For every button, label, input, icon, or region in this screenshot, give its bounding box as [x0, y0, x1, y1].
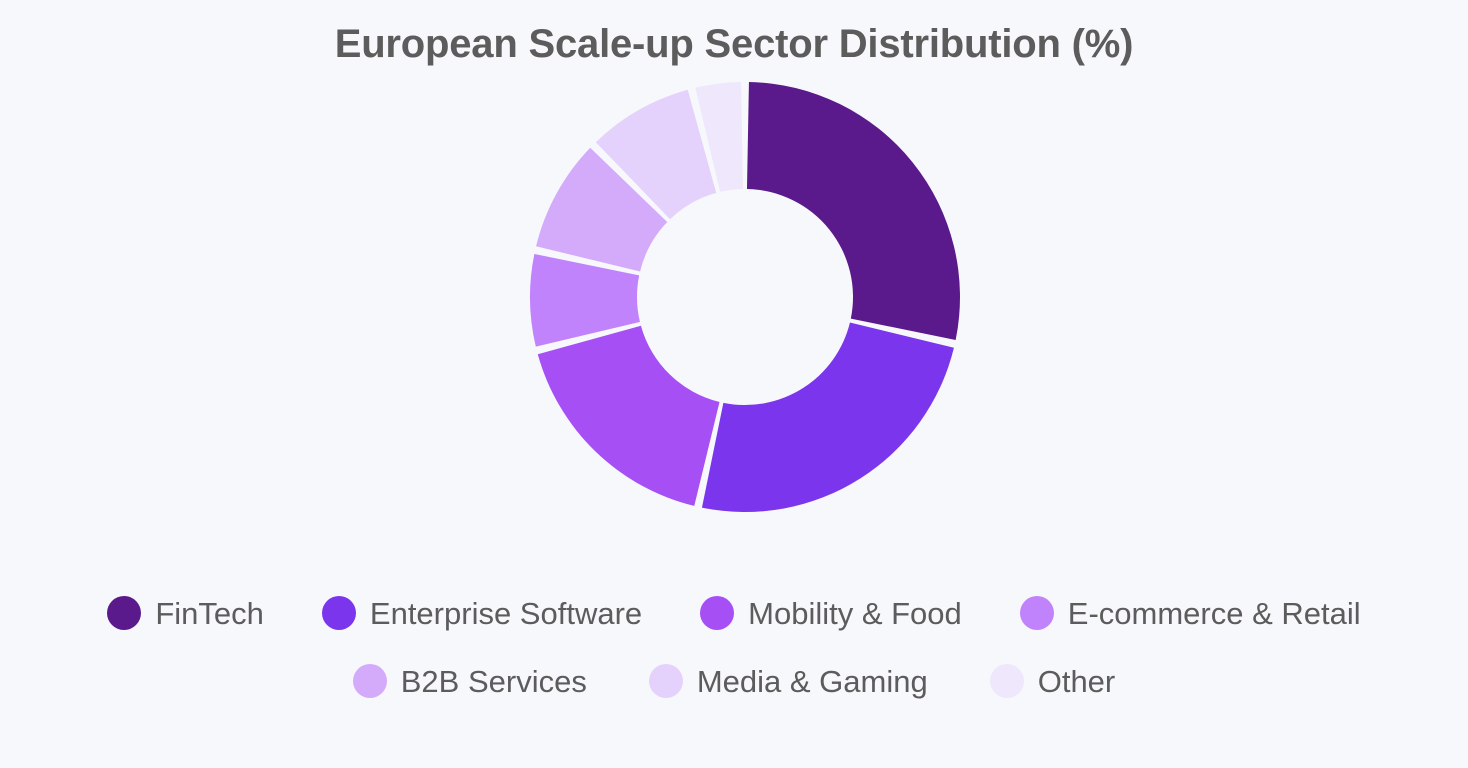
legend-item[interactable]: Other — [989, 663, 1116, 699]
legend-item[interactable]: B2B Services — [352, 663, 587, 699]
legend-item-label: Enterprise Software — [369, 595, 643, 631]
legend-item[interactable]: Media & Gaming — [648, 663, 928, 699]
legend-color-swatch-icon — [107, 596, 142, 630]
legend-color-swatch-icon — [321, 596, 356, 630]
donut-slice[interactable]: Mobility & Food: 17.5% — [537, 325, 720, 506]
legend-color-swatch-icon — [700, 596, 735, 630]
legend-row-2: B2B Services Media & Gaming Other — [352, 663, 1116, 699]
donut-slice-group: FinTech: 28.5%Enterprise Software: 25%Mo… — [530, 82, 961, 512]
chart-title: European Scale-up Sector Distribution (%… — [334, 22, 1134, 66]
donut-slice[interactable]: Other: 4% — [695, 82, 744, 192]
legend-item[interactable]: Enterprise Software — [321, 595, 643, 631]
chart-legend: FinTech Enterprise Software Mobility & Foo… — [0, 596, 1468, 698]
donut-slice[interactable]: FinTech: 28.5% — [746, 82, 961, 341]
legend-item-label: B2B Services — [400, 663, 587, 699]
donut-svg: FinTech: 28.5%Enterprise Software: 25%Mo… — [530, 82, 961, 512]
legend-color-swatch-icon — [1019, 596, 1054, 630]
legend-color-swatch-icon — [648, 664, 683, 698]
donut-slice[interactable]: Enterprise Software: 25% — [701, 322, 954, 512]
legend-item[interactable]: Mobility & Food — [700, 596, 962, 630]
legend-color-swatch-icon — [989, 664, 1024, 698]
legend-item-label: Mobility & Food — [748, 595, 962, 631]
legend-item-label: Media & Gaming — [696, 663, 928, 699]
legend-row-1: FinTech Enterprise Software Mobility & Foo… — [107, 595, 1361, 631]
legend-item-label: Other — [1037, 663, 1116, 699]
legend-item-label: E-commerce & Retail — [1067, 595, 1361, 631]
legend-color-swatch-icon — [352, 664, 387, 698]
chart-plot-area: FinTech: 28.5%Enterprise Software: 25%Mo… — [0, 67, 1468, 537]
donut-slice[interactable]: Media & Gaming: 8.5% — [595, 89, 717, 220]
legend-item[interactable]: E-commerce & Retail — [1019, 595, 1361, 631]
legend-item-label: FinTech — [155, 595, 264, 631]
legend-item[interactable]: FinTech — [107, 596, 264, 630]
donut-slice[interactable]: B2B Services: 9% — [536, 147, 668, 272]
donut-slice[interactable]: E-commerce & Retail: 7.5% — [530, 253, 640, 347]
